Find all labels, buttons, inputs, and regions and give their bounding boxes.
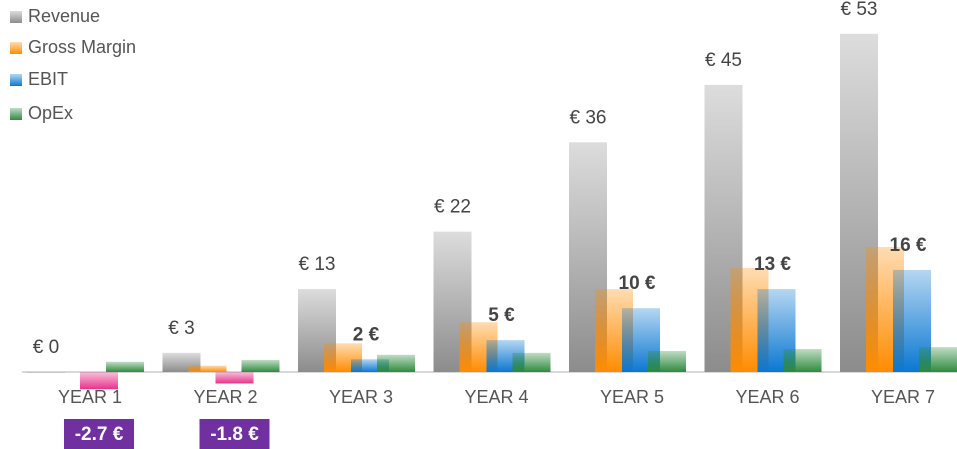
value-label: € 53	[841, 0, 878, 20]
x-tick-label: YEAR 1	[58, 387, 122, 407]
bar	[215, 372, 254, 384]
bar	[27, 372, 65, 373]
bar	[241, 359, 280, 372]
x-tick-label: YEAR 5	[600, 387, 664, 407]
value-label: -1.8 €	[210, 424, 259, 445]
value-label: 10 €	[619, 273, 656, 294]
legend-swatch	[10, 11, 22, 23]
legend-swatch	[10, 74, 22, 86]
bar	[919, 347, 957, 372]
x-tick-label: YEAR 7	[871, 387, 935, 407]
value-label: € 22	[434, 197, 471, 218]
value-label: € 36	[570, 107, 607, 128]
legend-swatch	[10, 42, 22, 54]
bar	[648, 350, 686, 372]
x-tick-label: YEAR 6	[735, 387, 799, 407]
bar	[512, 352, 551, 372]
bar	[783, 349, 822, 372]
bar	[106, 361, 144, 372]
value-label: 5 €	[488, 305, 515, 326]
x-tick-label: YEAR 2	[193, 387, 257, 407]
value-label: € 3	[168, 318, 194, 339]
value-label: 13 €	[754, 254, 791, 275]
value-label: € 45	[705, 50, 742, 71]
value-label: 16 €	[890, 235, 927, 256]
value-label: € 0	[33, 337, 59, 358]
bar	[80, 372, 118, 390]
value-label: € 13	[299, 254, 336, 275]
bar	[377, 354, 415, 372]
x-tick-label: YEAR 3	[329, 387, 393, 407]
value-label-box	[64, 419, 134, 449]
legend-label: OpEx	[28, 103, 73, 123]
legend-label: Gross Margin	[28, 37, 136, 57]
value-label-box	[199, 419, 270, 449]
value-label: -2.7 €	[75, 424, 124, 445]
legend-label: Revenue	[28, 6, 100, 26]
legend-label: EBIT	[28, 69, 68, 89]
bar	[188, 365, 227, 372]
legend-swatch	[10, 108, 22, 120]
x-tick-label: YEAR 4	[464, 387, 528, 407]
value-label: 2 €	[353, 324, 380, 345]
